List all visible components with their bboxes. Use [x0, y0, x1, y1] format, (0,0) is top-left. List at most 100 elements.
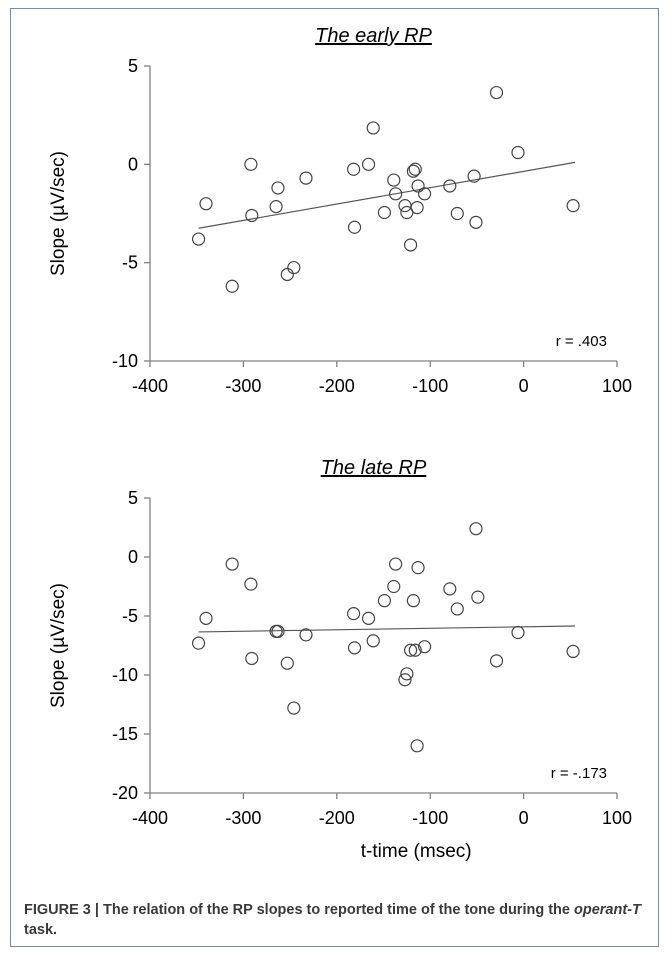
chart-early-rp: The early RP 5 0 -5 -10 -400 -300 -200 -100 0 100 S… [48, 25, 632, 396]
data-point [411, 179, 425, 193]
trend-line [198, 625, 575, 633]
x-tick-label: -400 [132, 808, 168, 828]
data-point [366, 121, 380, 135]
data-point [361, 157, 376, 171]
data-point [244, 157, 258, 171]
chart-title: The early RP [315, 25, 432, 47]
y-tick-label: 5 [128, 488, 138, 508]
data-point [199, 197, 213, 211]
data-point [398, 673, 412, 687]
data-point [347, 220, 362, 234]
caption-italic: operant-T [574, 902, 641, 918]
data-point [489, 654, 504, 668]
data-point [406, 594, 420, 608]
data-point [566, 199, 580, 213]
x-tick-label: 0 [519, 376, 529, 396]
x-tick-label: -100 [412, 376, 448, 396]
data-point [417, 640, 432, 654]
x-tick-label: -300 [225, 808, 261, 828]
data-point [450, 602, 464, 616]
data-point [377, 205, 392, 220]
data-point [287, 701, 301, 715]
data-point [511, 145, 525, 160]
data-point [280, 656, 294, 670]
x-tick-label: -100 [412, 808, 448, 828]
x-tick-label: -400 [132, 376, 168, 396]
y-tick-label: -5 [122, 606, 138, 626]
data-point [287, 260, 301, 275]
y-tick-label: -15 [112, 724, 138, 744]
x-tick-label: -300 [225, 376, 261, 396]
data-point [408, 162, 422, 176]
data-point [469, 522, 483, 536]
y-axis-label: Slope (µV/sec) [48, 583, 69, 708]
figure-caption: FIGURE 3 | The relation of the RP slopes… [24, 900, 644, 940]
data-point [403, 238, 418, 252]
x-tick-label: 0 [519, 808, 529, 828]
data-point [489, 85, 504, 100]
data-point [566, 644, 580, 659]
data-point [280, 267, 294, 282]
data-point [417, 187, 432, 201]
x-tick-label: 100 [602, 376, 632, 396]
x-tick-label: 100 [602, 808, 632, 828]
data-point [299, 628, 313, 642]
caption-prefix: FIGURE 3 | The relation of the RP slopes… [24, 902, 574, 918]
data-point [403, 643, 418, 657]
data-point [225, 557, 239, 571]
data-point [191, 636, 206, 650]
figure-frame [10, 8, 659, 947]
data-point [469, 215, 483, 229]
x-tick-label: -200 [319, 376, 355, 396]
data-point [406, 164, 420, 178]
data-point [377, 594, 392, 608]
data-point [299, 171, 313, 185]
trend-line [198, 161, 576, 229]
correlation-label: r = -.173 [551, 765, 607, 782]
data-point [347, 641, 362, 655]
data-point [387, 579, 401, 594]
data-point [199, 611, 213, 625]
x-tick-label: -200 [319, 808, 355, 828]
chart-title: The late RP [321, 457, 427, 479]
y-tick-label: 0 [128, 547, 138, 567]
x-axis-label: t-time (msec) [361, 841, 472, 862]
y-tick-label: 0 [128, 154, 138, 174]
y-axis-label: Slope (µV/sec) [48, 151, 69, 276]
data-point [387, 173, 401, 187]
data-point [443, 582, 457, 596]
data-point [408, 643, 422, 657]
data-point [410, 201, 424, 215]
y-tick-label: -10 [112, 665, 138, 685]
y-tick-label: -5 [122, 253, 138, 273]
data-point [244, 577, 258, 591]
data-point [269, 200, 283, 214]
data-point [389, 187, 403, 201]
data-point [245, 651, 259, 666]
data-point [225, 279, 239, 293]
data-point [400, 667, 414, 681]
data-point [443, 179, 457, 193]
data-point [271, 181, 285, 195]
correlation-label: r = .403 [556, 333, 607, 350]
data-point [361, 611, 376, 625]
data-point [410, 739, 424, 753]
data-point [511, 625, 525, 640]
y-tick-label: -20 [112, 783, 138, 803]
data-point [245, 208, 259, 223]
data-point [467, 169, 481, 183]
y-tick-label: 5 [128, 56, 138, 76]
data-point [191, 232, 206, 246]
data-point [398, 199, 412, 213]
y-tick-label: -10 [112, 351, 138, 371]
data-point [450, 206, 464, 221]
data-point [347, 607, 361, 621]
data-point [389, 557, 403, 571]
data-point [347, 162, 361, 176]
chart-late-rp: The late RP 5 0 -5 -10 -15 -20 -400 -300 -200 -100… [48, 457, 632, 862]
data-point [471, 590, 485, 604]
data-point [411, 561, 425, 575]
caption-suffix: task. [24, 922, 58, 938]
data-point [366, 634, 380, 648]
